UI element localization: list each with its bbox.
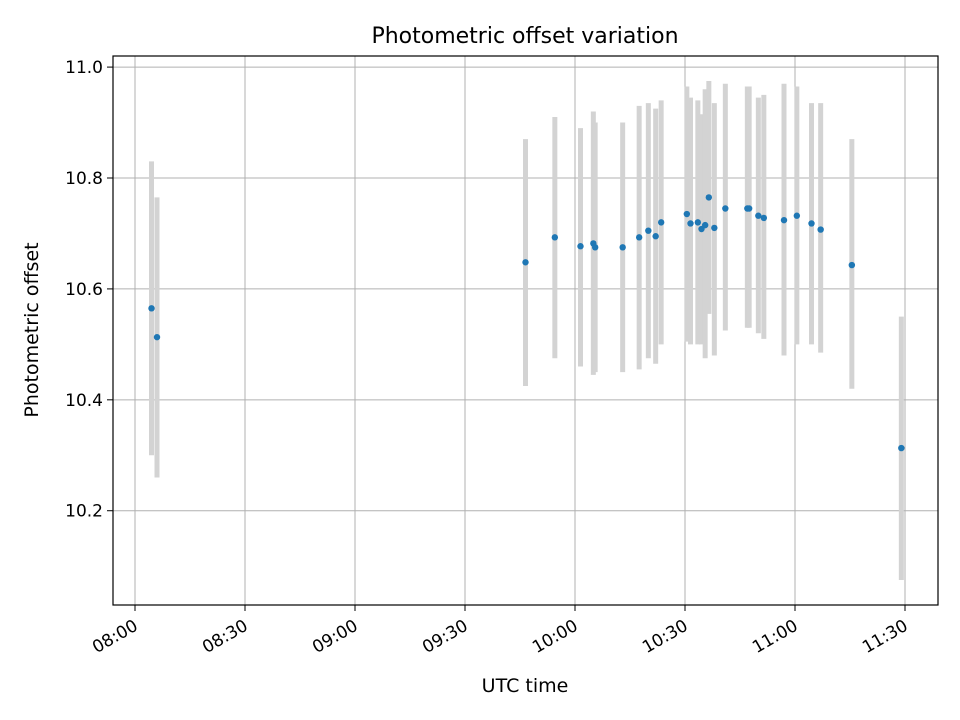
data-point: [687, 220, 694, 227]
data-point: [619, 244, 626, 251]
data-point: [711, 224, 718, 232]
data-point: [701, 221, 709, 229]
data-point: [898, 444, 905, 452]
data-point: [657, 219, 665, 226]
data-points: [148, 194, 905, 452]
data-point: [793, 212, 801, 219]
data-point: [153, 333, 161, 341]
data-point: [591, 244, 599, 251]
data-point: [645, 227, 652, 234]
data-point: [808, 220, 815, 227]
y-axis-ticks: 10.2 10.4 10.6 10.8 11.0: [65, 58, 113, 522]
y-tick-label: 10.2: [65, 502, 103, 522]
chart-title: Photometric offset variation: [371, 24, 678, 49]
y-tick-label: 10.6: [65, 280, 103, 300]
data-point: [705, 194, 713, 201]
data-point: [745, 205, 753, 212]
y-tick-label: 10.8: [65, 169, 103, 189]
data-point: [780, 216, 788, 224]
data-point: [722, 205, 729, 212]
data-point: [760, 214, 768, 222]
y-tick-label: 11.0: [65, 58, 103, 78]
data-point: [683, 210, 691, 218]
data-point: [148, 305, 155, 312]
data-point: [635, 234, 643, 241]
data-point: [551, 234, 559, 241]
x-axis-label: UTC time: [482, 675, 569, 697]
data-point: [817, 226, 824, 233]
data-point: [694, 219, 702, 226]
y-axis-label: Photometric offset: [21, 242, 43, 417]
data-point: [522, 259, 529, 266]
data-point: [577, 243, 584, 250]
y-tick-label: 10.4: [65, 391, 103, 411]
plot-frame: [112, 55, 939, 606]
data-point: [652, 233, 659, 240]
data-point: [848, 261, 856, 269]
data-point: [755, 212, 762, 219]
